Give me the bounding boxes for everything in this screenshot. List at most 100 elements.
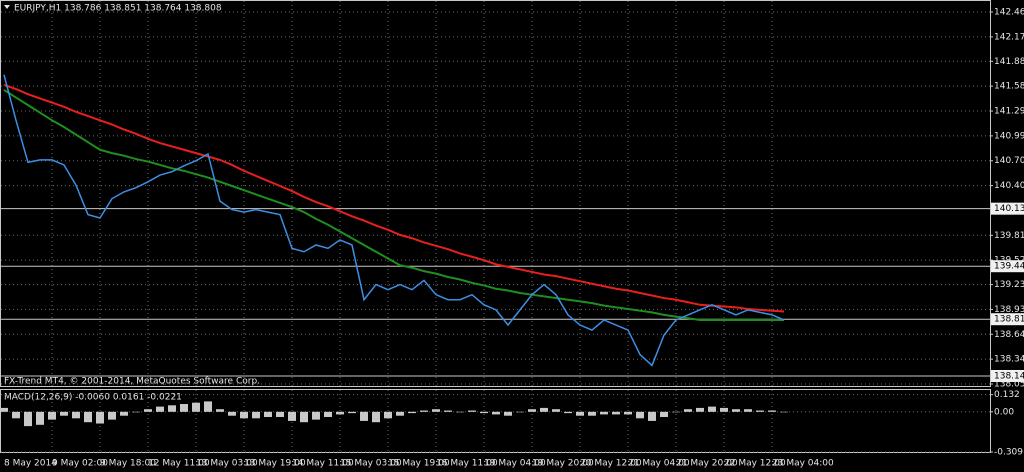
level-label: 139.448 <box>994 262 1024 272</box>
y-tick-label: 0.00 <box>994 407 1014 417</box>
macd-bar <box>432 409 440 412</box>
macd-bar <box>84 411 92 423</box>
macd-bar <box>60 411 68 416</box>
macd-bar <box>408 411 416 414</box>
macd-bar <box>240 411 248 419</box>
macd-bar <box>420 410 428 412</box>
x-tick-label: 8 May 2014 <box>4 459 57 469</box>
macd-bar <box>708 406 716 412</box>
macd-bar <box>324 411 332 418</box>
level-label-box <box>991 313 1024 326</box>
x-tick-label: 9 May 02:00 <box>52 459 108 469</box>
macd-bar <box>360 411 368 421</box>
x-tick-label: 13 May 19:00 <box>244 459 306 469</box>
chart-title: EURJPY,H1 138.786 138.851 138.764 138.80… <box>14 4 222 14</box>
level-label-box <box>991 202 1024 215</box>
macd-bar <box>348 411 356 414</box>
macd-bar <box>48 411 56 420</box>
macd-bar <box>504 411 512 416</box>
level-label-box <box>991 260 1024 273</box>
macd-bar <box>132 411 140 413</box>
macd-bar <box>552 409 560 412</box>
macd-bar <box>648 411 656 421</box>
x-tick-label: 23 May 04:00 <box>772 459 834 469</box>
macd-bar <box>456 411 464 413</box>
series-line <box>3 89 784 321</box>
macd-bar <box>108 411 116 420</box>
macd-bar <box>168 405 176 412</box>
macd-bar <box>264 411 272 418</box>
macd-bar <box>72 411 80 419</box>
macd-bar <box>744 409 752 412</box>
y-tick-label: 139.815 <box>994 231 1024 241</box>
macd-bar <box>492 411 500 415</box>
macd-bar <box>96 411 104 424</box>
x-tick-label: 14 May 11:00 <box>292 459 354 469</box>
y-tick-label: 142.465 <box>994 8 1024 18</box>
macd-bar <box>144 409 152 412</box>
y-tick-label: 141.290 <box>994 107 1024 117</box>
level-label: 138.819 <box>994 315 1024 325</box>
macd-bar <box>36 411 44 425</box>
y-tick-label: 138.640 <box>994 330 1024 340</box>
y-tick-label: 138.935 <box>994 305 1024 315</box>
macd-bar <box>612 411 620 415</box>
macd-bar <box>600 411 608 415</box>
macd-bar <box>300 411 308 423</box>
macd-bar <box>480 411 488 414</box>
menu-arrow[interactable] <box>4 5 10 9</box>
macd-bar <box>528 409 536 412</box>
macd-bar <box>588 411 596 416</box>
macd-bar <box>192 402 200 412</box>
x-tick-label: 12 May 11:00 <box>148 459 210 469</box>
macd-bar <box>720 407 728 412</box>
x-tick-label: 21 May 20:00 <box>676 459 738 469</box>
price-frame <box>0 0 991 387</box>
x-tick-label: 15 May 03:00 <box>340 459 402 469</box>
level-label: 138.145 <box>994 371 1024 381</box>
macd-bar <box>372 411 380 423</box>
macd-bar <box>564 411 572 414</box>
level-label: 140.131 <box>994 204 1024 214</box>
macd-bar <box>204 401 212 412</box>
macd-bar <box>252 411 260 419</box>
y-tick-label: 142.170 <box>994 32 1024 42</box>
macd-bar <box>576 411 584 416</box>
y-tick-label: 140.995 <box>994 131 1024 141</box>
macd-bar <box>684 409 692 412</box>
macd-bar <box>468 410 476 412</box>
series-line <box>3 83 785 313</box>
y-tick-label: 141.880 <box>994 57 1024 67</box>
x-tick-label: 21 May 04:00 <box>628 459 690 469</box>
macd-bar <box>732 409 740 412</box>
macd-bar <box>24 411 32 427</box>
y-tick-label: 140.405 <box>994 181 1024 191</box>
macd-bar <box>312 411 320 420</box>
macd-bar <box>672 411 680 413</box>
macd-bar <box>624 411 632 415</box>
macd-bar <box>156 406 164 412</box>
series-line <box>3 74 785 367</box>
macd-bar <box>780 411 788 413</box>
y-tick-label: -0.309 <box>994 448 1023 458</box>
x-tick-label: 13 May 03:00 <box>196 459 258 469</box>
macd-bar <box>216 409 224 412</box>
macd-bar <box>180 404 188 412</box>
x-tick-label: 15 May 19:00 <box>388 459 450 469</box>
x-tick-label: 16 May 11:00 <box>436 459 498 469</box>
x-tick-label: 19 May 04:00 <box>484 459 546 469</box>
macd-bar <box>540 407 548 412</box>
macd-frame <box>0 389 991 453</box>
macd-bar <box>276 411 284 418</box>
macd-bar <box>336 411 344 415</box>
macd-bar <box>396 411 404 416</box>
y-tick-label: 140.700 <box>994 156 1024 166</box>
macd-bar <box>636 411 644 419</box>
macd-bar <box>12 411 20 419</box>
macd-bar <box>768 410 776 412</box>
y-tick-label: 141.585 <box>994 82 1024 92</box>
macd-bar <box>756 410 764 412</box>
macd-bar <box>660 411 668 418</box>
x-tick-label: 19 May 20:00 <box>532 459 594 469</box>
